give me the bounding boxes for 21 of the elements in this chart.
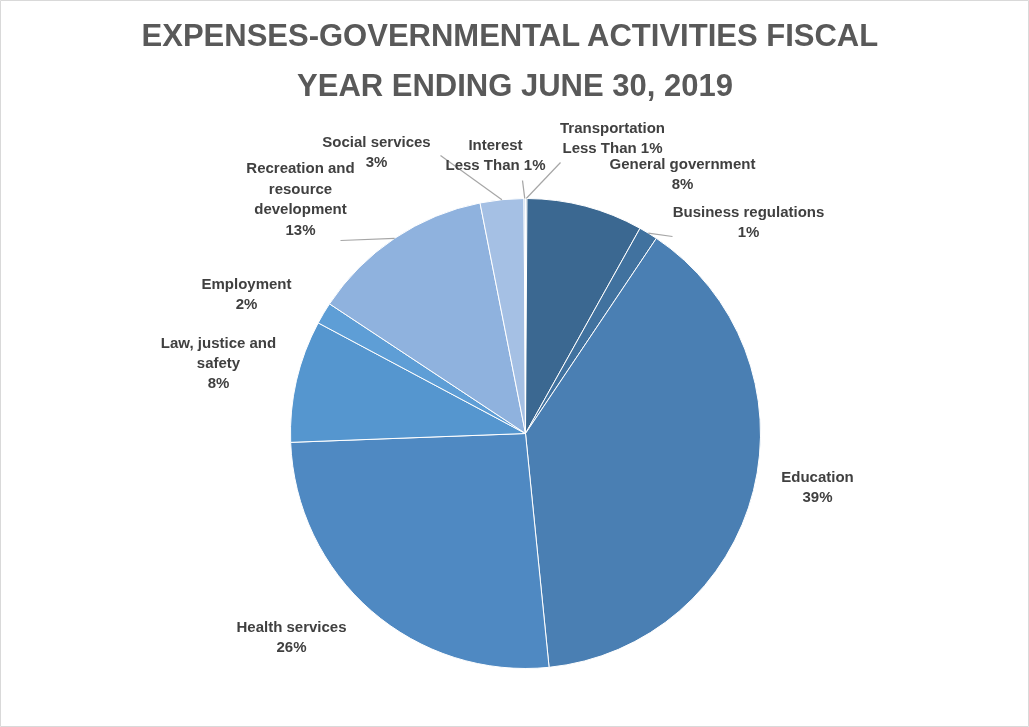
data-label: 13% <box>285 220 316 238</box>
data-label: Less Than 1% <box>562 139 663 157</box>
data-label: 8% <box>207 374 230 392</box>
slice-label: Law, justice and safety <box>160 333 277 371</box>
slice-label: Employment <box>201 274 292 292</box>
slice-label: Interest <box>468 135 523 153</box>
data-label: 1% <box>737 223 760 241</box>
slice-label: Transportation <box>560 118 666 136</box>
slice-label: Social services <box>322 132 431 150</box>
data-label: 8% <box>671 175 694 193</box>
data-label: 3% <box>365 153 388 171</box>
slice-label: Recreation and resource development <box>246 159 355 218</box>
data-label: 39% <box>802 488 833 506</box>
chart-title: EXPENSES-GOVERNMENTAL ACTIVITIES FISCAL YEAR ENDING JUNE 30, 2019 <box>141 17 879 104</box>
slice-label: Business regulations <box>672 202 825 220</box>
data-label: 26% <box>276 638 307 656</box>
slice-label: Health services <box>236 617 347 635</box>
data-label: Less Than 1% <box>445 156 546 174</box>
data-label: 2% <box>235 295 258 313</box>
slice-label: General government <box>609 154 756 172</box>
slice-label: Education <box>781 467 854 485</box>
